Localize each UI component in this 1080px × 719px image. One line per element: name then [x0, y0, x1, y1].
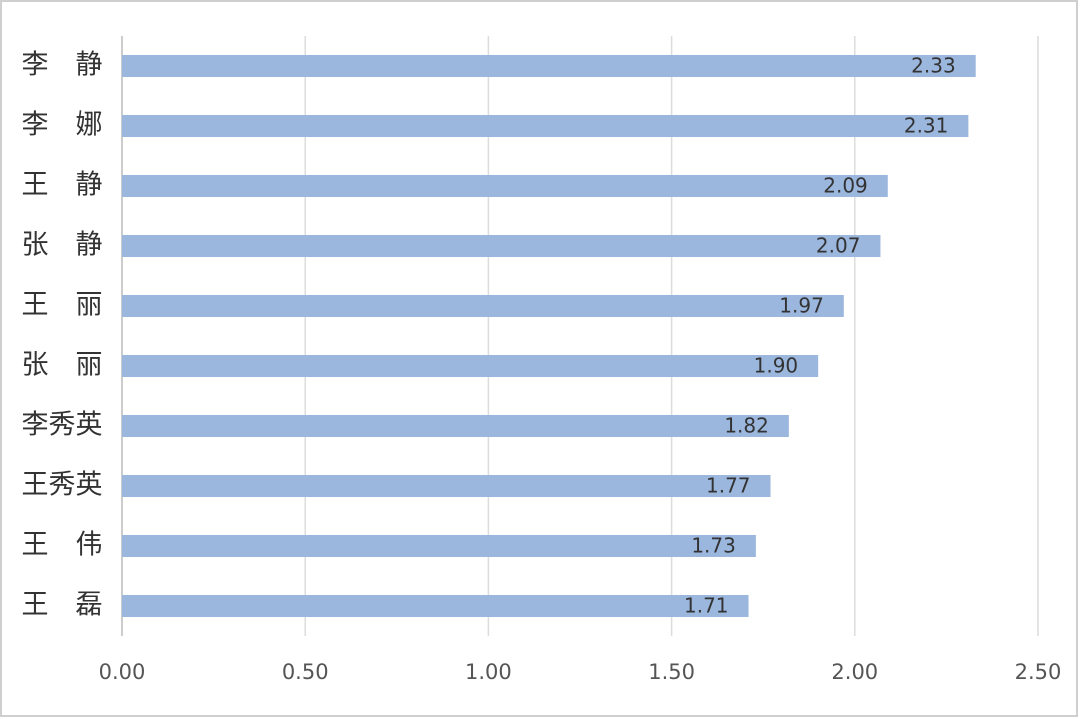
bar — [122, 295, 844, 317]
y-tick-label: 王 磊 — [22, 590, 103, 621]
y-tick-label: 李秀英 — [22, 410, 103, 441]
value-label: 1.73 — [691, 534, 736, 558]
bar — [122, 115, 969, 137]
value-label: 2.09 — [823, 174, 868, 198]
bar — [122, 355, 819, 377]
y-tick-label: 张 静 — [22, 230, 103, 261]
bar — [122, 235, 881, 257]
y-tick-label: 王 静 — [22, 170, 103, 201]
bar — [122, 475, 771, 497]
y-tick-label: 王 伟 — [22, 530, 103, 561]
value-label: 2.31 — [904, 114, 949, 138]
x-tick-label: 1.00 — [465, 660, 512, 684]
x-tick-label: 0.00 — [99, 660, 146, 684]
value-label: 1.71 — [684, 594, 729, 618]
value-label: 1.82 — [724, 414, 769, 438]
bar — [122, 595, 749, 617]
y-tick-label: 王秀英 — [22, 470, 103, 501]
bar — [122, 175, 888, 197]
y-tick-label: 李 娜 — [22, 110, 103, 141]
bar — [122, 55, 976, 77]
bar — [122, 415, 789, 437]
value-label: 1.77 — [706, 474, 751, 498]
value-label: 2.33 — [911, 54, 956, 78]
value-label: 1.90 — [754, 354, 799, 378]
y-tick-label: 李 静 — [22, 50, 103, 81]
x-tick-label: 0.50 — [282, 660, 329, 684]
value-label: 2.07 — [816, 234, 861, 258]
x-tick-label: 2.50 — [1015, 660, 1062, 684]
y-tick-label: 张 丽 — [22, 350, 103, 381]
x-tick-label: 1.50 — [648, 660, 695, 684]
x-tick-label: 2.00 — [831, 660, 878, 684]
value-label: 1.97 — [779, 294, 824, 318]
y-tick-label: 王 丽 — [22, 290, 103, 321]
bar — [122, 535, 756, 557]
